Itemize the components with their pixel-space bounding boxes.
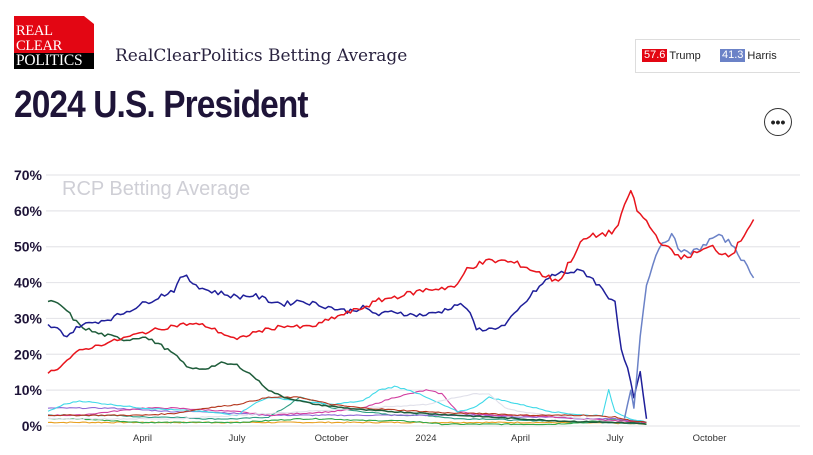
x-tick-label: April [133, 433, 152, 444]
x-tick-label: July [607, 433, 624, 444]
y-tick-label: 50% [14, 239, 43, 255]
series-line-michelle-obama[interactable] [47, 385, 647, 423]
series-line-other-green[interactable] [47, 417, 647, 426]
legend-value-harris: 41.3 [720, 49, 746, 62]
logo-black-block [14, 53, 94, 69]
legend-name-harris: Harris [747, 49, 777, 62]
y-tick-label: 30% [14, 310, 43, 326]
series-lines [47, 189, 755, 426]
legend-name-trump: Trump [669, 49, 701, 62]
y-tick-label: 70% [14, 167, 43, 183]
series-line-haley[interactable] [47, 393, 616, 423]
y-tick-label: 10% [14, 382, 43, 398]
legend-item-trump[interactable]: 57.6 Trump [642, 49, 701, 62]
series-line-desantis[interactable] [48, 396, 647, 423]
x-axis-ticks: April July October 2024 April July October [133, 433, 726, 444]
chart-watermark: RCP Betting Average [62, 178, 250, 200]
series-line-trump[interactable] [47, 189, 755, 374]
x-tick-label: April [511, 433, 530, 444]
logo-red-block [14, 16, 94, 54]
logo-line-2: CLEAR [16, 38, 63, 54]
site-title: RealClearPolitics Betting Average [115, 46, 408, 66]
series-line-harris-2023[interactable] [47, 407, 647, 423]
series-line-newsom[interactable] [47, 299, 647, 425]
x-tick-label: October [315, 433, 349, 444]
betting-average-chart: RCP Betting Average 0% 10% 20% 30% 40% 50% 60%… [14, 167, 800, 444]
y-axis-ticks: 0% 10% 20% 30% 40% 50% 60% 70% [14, 167, 43, 434]
series-line-biden[interactable] [47, 268, 648, 419]
series-line-harris[interactable] [623, 232, 755, 419]
legend-value-trump: 57.6 [642, 49, 668, 62]
x-tick-label: 2024 [415, 433, 436, 444]
grid-lines [46, 174, 800, 427]
more-options-button[interactable]: ••• [764, 108, 792, 136]
y-tick-label: 0% [22, 418, 43, 434]
y-tick-label: 40% [14, 275, 43, 291]
legend-item-harris[interactable]: 41.3 Harris [720, 49, 777, 62]
logo-line-1: REAL [16, 23, 53, 39]
candidate-legend: 57.6 Trump 41.3 Harris [635, 39, 800, 73]
x-tick-label: July [229, 433, 246, 444]
rcp-logo[interactable]: REAL CLEAR POLITICS [14, 16, 94, 69]
y-tick-label: 60% [14, 203, 43, 219]
x-tick-label: October [693, 433, 727, 444]
y-tick-label: 20% [14, 346, 43, 362]
ellipsis-icon: ••• [770, 114, 786, 130]
logo-line-3: POLITICS [16, 52, 83, 69]
page-title: 2024 U.S. President [14, 84, 309, 126]
